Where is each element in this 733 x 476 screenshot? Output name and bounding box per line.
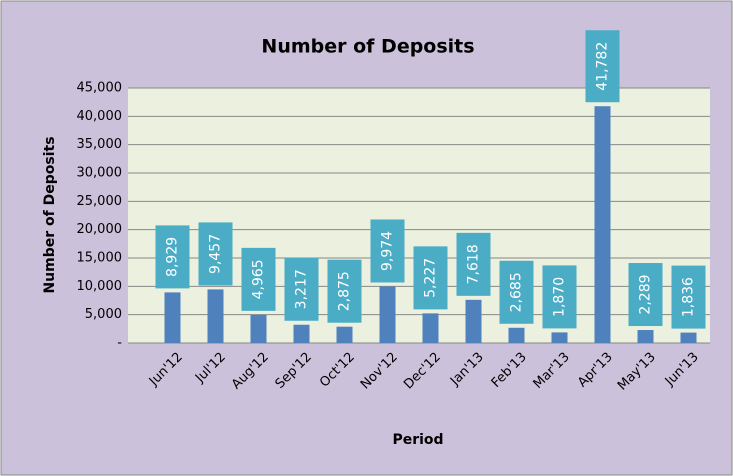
bar xyxy=(551,332,568,343)
value-label-box xyxy=(456,232,491,296)
y-tick-label: 45,000 xyxy=(77,81,123,96)
value-label: 2,685 xyxy=(509,272,525,312)
value-label-box xyxy=(198,222,233,286)
value-label: 5,227 xyxy=(423,258,439,298)
value-label-box xyxy=(284,257,319,321)
chart-title: Number of Deposits xyxy=(261,36,474,58)
value-label: 9,457 xyxy=(208,234,224,274)
y-tick-label: 25,000 xyxy=(77,194,123,209)
value-label-box xyxy=(327,259,362,323)
bar xyxy=(164,292,181,343)
y-tick-label: 40,000 xyxy=(77,109,123,124)
value-label-box xyxy=(155,225,190,289)
value-label-box xyxy=(413,246,448,310)
value-label: 8,929 xyxy=(165,237,181,277)
value-label: 1,870 xyxy=(552,277,568,317)
bar xyxy=(594,106,611,343)
bar xyxy=(293,324,310,343)
y-tick-label: 30,000 xyxy=(77,166,123,181)
value-label-box xyxy=(499,260,534,324)
value-label: 4,965 xyxy=(251,259,267,299)
value-label: 9,974 xyxy=(380,231,396,271)
value-label-box xyxy=(542,265,577,329)
value-label: 41,782 xyxy=(595,42,611,91)
bar xyxy=(207,289,224,343)
y-tick-label: 5,000 xyxy=(85,307,122,322)
bar xyxy=(680,332,697,343)
value-label-box xyxy=(628,263,663,327)
y-axis-label: Number of Deposits xyxy=(42,136,58,293)
y-tick-label: 10,000 xyxy=(77,279,123,294)
bar xyxy=(250,314,267,343)
y-tick-label: 20,000 xyxy=(77,222,123,237)
bar xyxy=(336,326,353,343)
y-tick-label: - xyxy=(117,336,122,351)
value-label: 1,836 xyxy=(681,277,697,317)
value-label-box xyxy=(585,30,620,103)
value-label-box xyxy=(370,219,405,283)
value-label-box xyxy=(671,265,706,329)
value-label: 7,618 xyxy=(466,244,482,284)
value-label: 3,217 xyxy=(294,269,310,309)
y-tick-label: 35,000 xyxy=(77,137,123,152)
bar xyxy=(422,313,439,343)
value-label: 2,289 xyxy=(638,274,654,314)
y-tick-label: 15,000 xyxy=(77,251,123,266)
x-axis-label: Period xyxy=(392,432,443,448)
bar xyxy=(465,299,482,343)
value-label-box xyxy=(241,247,276,311)
value-label: 2,875 xyxy=(337,271,353,311)
bar xyxy=(508,327,525,343)
bar xyxy=(637,330,654,343)
bar xyxy=(379,286,396,343)
